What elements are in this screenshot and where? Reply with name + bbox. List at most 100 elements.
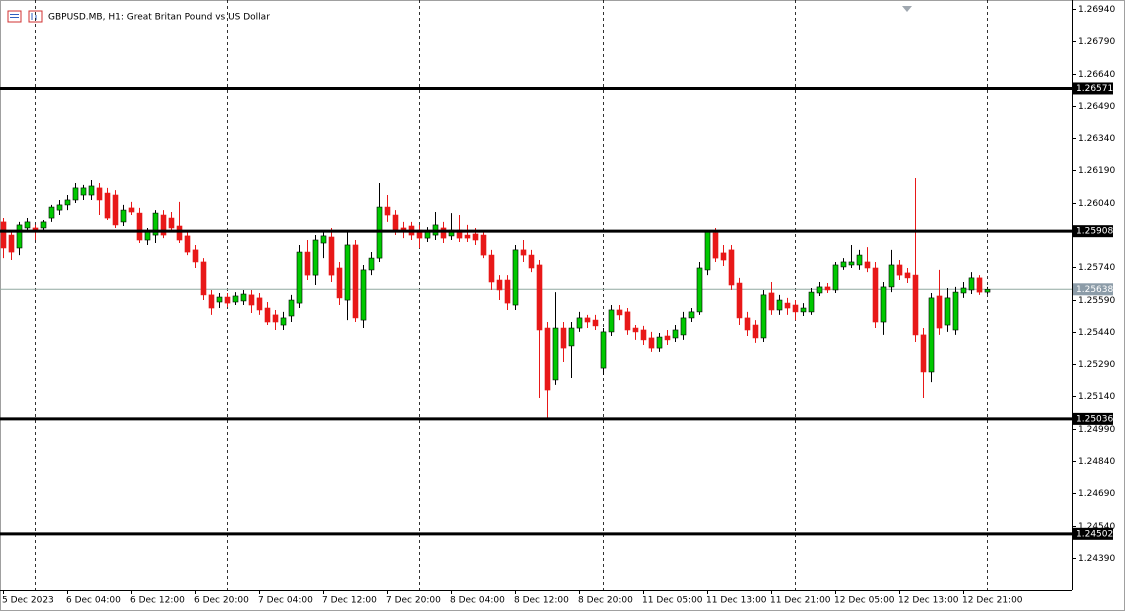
candle-body [848, 261, 855, 266]
candle-body [664, 335, 671, 341]
candle-body [840, 261, 847, 268]
candle-body [920, 334, 927, 373]
level-label-bg [1073, 412, 1113, 425]
x-tick-label: 6 Dec 04:00 [66, 596, 121, 606]
candle-body [240, 293, 247, 302]
candle-body [792, 304, 799, 313]
title-icons [7, 10, 43, 23]
y-tick-label: 1.26040 [1078, 199, 1115, 209]
candle-body [352, 244, 359, 319]
x-tick-label: 11 Dec 21:00 [770, 596, 831, 606]
y-tick-label: 1.26940 [1078, 5, 1115, 15]
candle-body [96, 187, 103, 201]
candle-body [192, 249, 199, 263]
level-label: 1.25908 [1076, 227, 1113, 237]
candle-body [944, 297, 951, 326]
level-label-bg [1073, 82, 1113, 95]
x-tick-label: 7 Dec 20:00 [386, 596, 441, 606]
candle-body [344, 244, 351, 301]
y-tick-label: 1.24690 [1078, 489, 1115, 499]
candle-body [264, 307, 271, 323]
level-label-bg [1073, 527, 1113, 540]
candle-body [680, 317, 687, 336]
y-tick-label: 1.24990 [1078, 425, 1115, 435]
x-tick-label: 12 Dec 13:00 [898, 596, 959, 606]
candle-body [208, 294, 215, 309]
x-tick-label: 8 Dec 04:00 [450, 596, 505, 606]
candle-body [136, 212, 143, 241]
x-tick-label: 5 Dec 2023 [2, 596, 54, 606]
candle-body [0, 221, 7, 249]
candle-body [656, 336, 663, 349]
y-tick-label: 1.26640 [1078, 70, 1115, 80]
x-tick-label: 7 Dec 04:00 [258, 596, 313, 606]
x-tick-label: 8 Dec 20:00 [578, 596, 633, 606]
candle-body [48, 206, 55, 219]
x-tick-label: 6 Dec 20:00 [194, 596, 249, 606]
candle-body [592, 319, 599, 327]
candle-body [152, 212, 159, 236]
x-tick-label: 12 Dec 21:00 [962, 596, 1023, 606]
candle-body [272, 314, 279, 323]
level-label: 1.26571 [1076, 84, 1113, 94]
candle-body [672, 329, 679, 339]
y-tick-label: 1.25440 [1078, 328, 1115, 338]
candle-body [888, 264, 895, 288]
candle-body [928, 297, 935, 373]
y-tick-label: 1.24540 [1078, 522, 1115, 532]
candle-body [984, 288, 991, 293]
candle-body [960, 287, 967, 294]
candle-body [528, 254, 535, 269]
candle-body [232, 295, 239, 303]
candle-body [16, 224, 23, 249]
candle-body [80, 187, 87, 196]
candle-body [912, 274, 919, 336]
y-tick-label: 1.24390 [1078, 554, 1115, 564]
candle-body [304, 251, 311, 276]
candle-body [88, 185, 95, 196]
candle-body [904, 272, 911, 279]
candle-body [336, 267, 343, 299]
x-tick-label: 12 Dec 05:00 [834, 596, 895, 606]
candle-body [976, 277, 983, 293]
candle-body [168, 217, 175, 229]
candle-body [288, 299, 295, 317]
candle-body [472, 233, 479, 241]
candle-body [392, 214, 399, 231]
candle-body [56, 204, 63, 211]
candle-body [176, 225, 183, 241]
current-price-bg [1073, 283, 1113, 296]
candle-body [8, 234, 15, 253]
candle-body [584, 317, 591, 323]
level-label: 1.24502 [1076, 529, 1113, 539]
x-tick-label: 6 Dec 12:00 [130, 596, 185, 606]
y-tick-label: 1.26490 [1078, 102, 1115, 112]
candle-body [608, 309, 615, 333]
candle-body [968, 277, 975, 291]
chart-shift-marker[interactable] [902, 6, 912, 12]
candle-body [712, 232, 719, 259]
candle-body [808, 291, 815, 313]
y-tick-label: 1.24840 [1078, 457, 1115, 467]
candle-body [872, 267, 879, 323]
x-tick-label: 11 Dec 05:00 [642, 596, 703, 606]
candle-body [768, 292, 775, 311]
candle-body [544, 327, 551, 391]
candle-body [216, 296, 223, 303]
candle-body [696, 267, 703, 313]
candle-body [144, 231, 151, 241]
candle-body [504, 279, 511, 304]
candle-body [440, 227, 447, 239]
candle-body [720, 252, 727, 261]
candle-body [72, 187, 79, 201]
y-tick-label: 1.25740 [1078, 263, 1115, 273]
candle-body [120, 209, 127, 223]
candle-body [184, 235, 191, 253]
candle-body [880, 286, 887, 323]
icon-table[interactable] [7, 10, 22, 23]
candle-body [160, 214, 167, 236]
candle-body [488, 254, 495, 283]
candle-body [552, 327, 559, 381]
candle-body [800, 307, 807, 313]
candle-body [128, 207, 135, 213]
